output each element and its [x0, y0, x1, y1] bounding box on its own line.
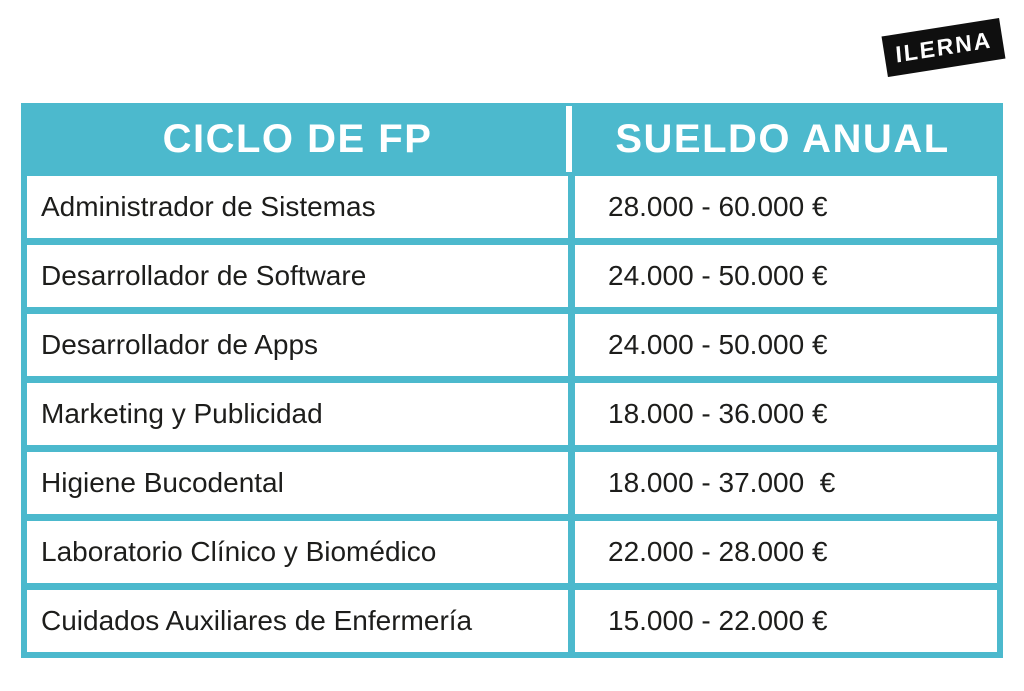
table-row-3-sueldo: 24.000 - 50.000 € [575, 314, 997, 376]
table-row-5-ciclo: Higiene Bucodental [27, 452, 568, 514]
table-row-2-sueldo: 24.000 - 50.000 € [575, 245, 997, 307]
header-cell-sueldo: SUELDO ANUAL [615, 117, 950, 161]
salary-table: CICLO DE FP SUELDO ANUAL Administrador d… [21, 103, 1003, 658]
table-row-2-ciclo: Desarrollador de Software [27, 245, 568, 307]
table-row-1-sueldo: 28.000 - 60.000 € [575, 176, 997, 238]
table-row-6-ciclo: Laboratorio Clínico y Biomédico [27, 521, 568, 583]
table-header-row: CICLO DE FP SUELDO ANUAL [27, 103, 997, 176]
header-column-divider [566, 106, 572, 172]
table-row-4-sueldo: 18.000 - 36.000 € [575, 383, 997, 445]
table-row-6-sueldo: 22.000 - 28.000 € [575, 521, 997, 583]
table-row-1-ciclo: Administrador de Sistemas [27, 176, 568, 238]
table-row-5-sueldo: 18.000 - 37.000 € [575, 452, 997, 514]
table-row-7-ciclo: Cuidados Auxiliares de Enfermería [27, 590, 568, 652]
table-row-4-ciclo: Marketing y Publicidad [27, 383, 568, 445]
table-row-7-sueldo: 15.000 - 22.000 € [575, 590, 997, 652]
table-body: Administrador de Sistemas 28.000 - 60.00… [27, 176, 997, 652]
table-row-3-ciclo: Desarrollador de Apps [27, 314, 568, 376]
ilerna-logo-text: ILERNA [894, 26, 993, 68]
header-cell-ciclo: CICLO DE FP [162, 117, 433, 161]
ilerna-logo: ILERNA [881, 17, 1006, 78]
